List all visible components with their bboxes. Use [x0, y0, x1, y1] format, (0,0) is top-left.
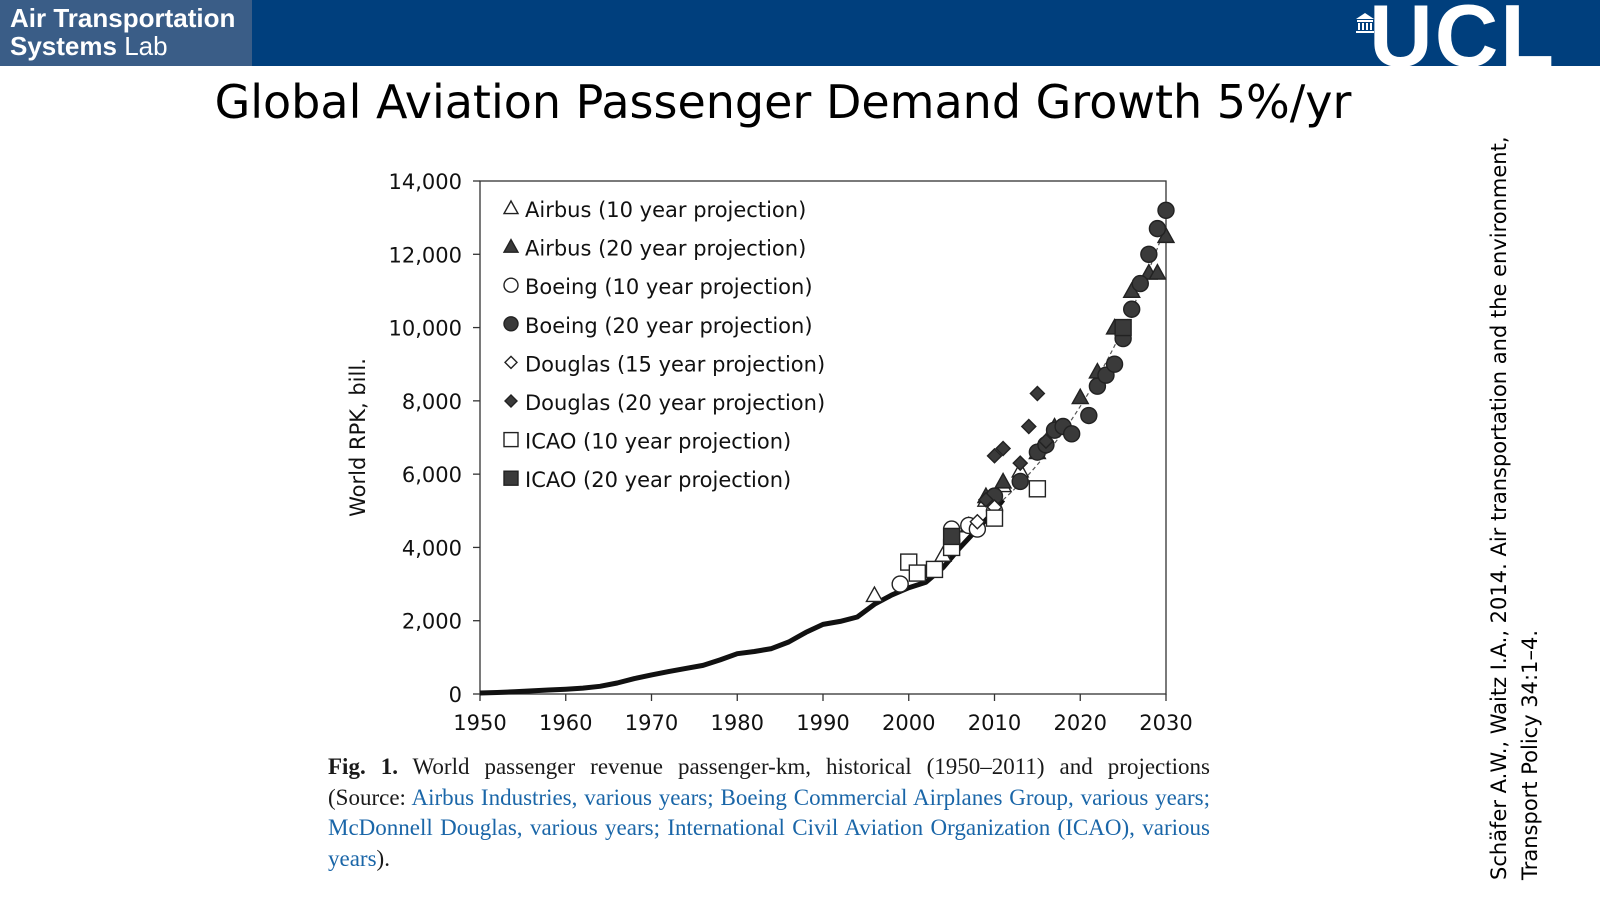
legend-label-airbus-20-year-projection: Airbus (20 year projection) [525, 237, 806, 261]
point-douglas-20-year-projection [986, 447, 1003, 464]
point-airbus-20-year-projection [993, 472, 1013, 489]
citation-line1: Schäfer A.W., Waitz I.A., 2014. Air tran… [1487, 136, 1511, 880]
point-icao-10-year-projection [1028, 480, 1047, 498]
y-tick-label: 4,000 [402, 536, 462, 560]
x-tick-label: 1970 [625, 711, 678, 735]
point-boeing-20-year-projection [1080, 406, 1098, 425]
y-axis-label: World RPK, bill. [346, 358, 370, 517]
y-tick-label: 10,000 [389, 317, 462, 341]
y-tick-label: 8,000 [402, 390, 462, 414]
legend-label-icao-20-year-projection: ICAO (20 year projection) [525, 468, 791, 492]
point-airbus-20-year-projection [1071, 387, 1090, 405]
point-boeing-20-year-projection [1011, 472, 1029, 491]
projection-trend-line [1002, 224, 1167, 501]
x-tick-label: 1990 [796, 711, 849, 735]
point-airbus-20-year-projection [1148, 263, 1167, 280]
point-douglas-20-year-projection [1037, 433, 1054, 450]
caption-text-end: ). [376, 845, 390, 871]
legend-marker-boeing-20-year-projection [503, 316, 519, 332]
legend-label-douglas-15-year-projection: Douglas (15 year projection) [525, 352, 825, 376]
y-tick-label: 12,000 [389, 243, 462, 267]
caption-figure-label: Fig. 1. [328, 754, 398, 779]
legend-label-boeing-20-year-projection: Boeing (20 year projection) [525, 314, 813, 338]
legend-label-boeing-10-year-projection: Boeing (10 year projection) [525, 275, 813, 299]
point-douglas-20-year-projection [995, 440, 1012, 457]
point-icao-10-year-projection [908, 564, 927, 582]
x-tick-label: 2020 [1054, 711, 1107, 735]
point-boeing-20-year-projection [1062, 425, 1081, 443]
lab-name-line1: Air Transportation [10, 3, 236, 33]
point-douglas-20-year-projection [1029, 385, 1046, 402]
legend-label-icao-10-year-projection: ICAO (10 year projection) [525, 430, 791, 454]
figure-caption: Fig. 1. World passenger revenue passenge… [328, 752, 1210, 874]
legend-marker-boeing-10-year-projection [503, 277, 519, 293]
point-douglas-20-year-projection [1020, 418, 1037, 435]
legend-label-douglas-20-year-projection: Douglas (20 year projection) [525, 391, 825, 415]
legend-marker-douglas-15-year-projection [504, 355, 518, 370]
legend-marker-icao-10-year-projection [503, 431, 519, 448]
x-tick-label: 2010 [968, 711, 1021, 735]
lab-name-line2: Systems Lab [10, 32, 168, 60]
y-tick-label: 6,000 [402, 463, 462, 487]
point-boeing-20-year-projection [1157, 201, 1175, 220]
point-icao-10-year-projection [985, 509, 1004, 527]
caption-source-boeing: Boeing Commercial Airplanes Group, vario… [720, 784, 1211, 810]
x-tick-label: 2000 [882, 711, 935, 735]
x-tick-label: 1980 [711, 711, 764, 735]
legend-marker-icao-20-year-projection [503, 470, 519, 486]
point-boeing-20-year-projection [1140, 245, 1158, 263]
caption-source-airbus: Airbus Industries, various years; [411, 784, 714, 810]
legend-label-airbus-10-year-projection: Airbus (10 year projection) [525, 198, 806, 222]
figure-panel [284, 160, 1240, 880]
point-boeing-10-year-projection [891, 575, 909, 593]
legend-marker-airbus-10-year-projection [502, 199, 520, 215]
y-tick-label: 2,000 [402, 610, 462, 634]
x-tick-label: 1950 [453, 711, 506, 735]
point-douglas-20-year-projection [977, 491, 994, 508]
lab-logo: Air Transportation Systems Lab [0, 0, 252, 66]
point-boeing-20-year-projection [1105, 355, 1124, 373]
point-icao-20-year-projection [1114, 318, 1132, 337]
lab-name-rest: Lab [116, 31, 168, 61]
header-bar: Air Transportation Systems Lab UCL [0, 0, 1600, 80]
legend-marker-airbus-20-year-projection [502, 238, 520, 253]
historical-line [479, 498, 1006, 696]
citation-line2: Transport Policy 34:1–4. [1518, 630, 1542, 880]
point-icao-20-year-projection [942, 527, 961, 546]
legend-marker-douglas-20-year-projection [504, 394, 518, 408]
citation: Schäfer A.W., Waitz I.A., 2014. Air tran… [1484, 120, 1564, 880]
x-tick-label: 2030 [1139, 711, 1192, 735]
caption-text: World passenger revenue passenger-km, hi… [328, 754, 1210, 810]
point-boeing-20-year-projection [1131, 274, 1149, 293]
lab-name-bold: Systems [10, 31, 117, 61]
slide-title: Global Aviation Passenger Demand Growth … [214, 75, 1352, 129]
y-tick-label: 14,000 [389, 170, 462, 194]
caption-source-icao: International Civil Aviation Organizatio… [328, 815, 1210, 871]
x-tick-label: 1960 [539, 711, 592, 735]
ucl-portico-icon [1356, 13, 1374, 33]
point-boeing-20-year-projection [1148, 219, 1167, 238]
point-douglas-20-year-projection [1012, 455, 1029, 472]
y-tick-label: 0 [449, 683, 462, 707]
point-douglas-15-year-projection [969, 513, 986, 530]
caption-source-douglas: McDonnell Douglas, various years; [328, 815, 660, 840]
point-airbus-10-year-projection [865, 585, 884, 603]
point-boeing-20-year-projection [1122, 300, 1141, 318]
ucl-logo: UCL [1369, 0, 1556, 85]
point-icao-10-year-projection [925, 560, 944, 579]
